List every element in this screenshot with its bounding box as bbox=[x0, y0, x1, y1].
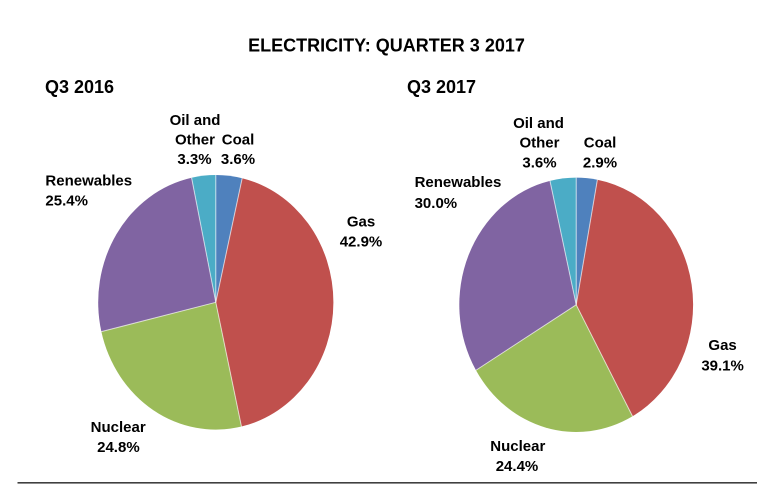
svg-text:Q3 2017: Q3 2017 bbox=[407, 77, 476, 97]
svg-text:Renewables: Renewables bbox=[45, 173, 132, 190]
svg-text:Gas: Gas bbox=[347, 213, 375, 230]
svg-text:24.8%: 24.8% bbox=[97, 439, 140, 456]
svg-text:Renewables: Renewables bbox=[415, 174, 502, 191]
svg-text:2.9%: 2.9% bbox=[583, 155, 617, 172]
svg-text:39.1%: 39.1% bbox=[701, 358, 744, 375]
svg-text:Q3 2016: Q3 2016 bbox=[45, 77, 114, 97]
svg-text:Nuclear: Nuclear bbox=[490, 438, 545, 455]
svg-text:Other: Other bbox=[519, 135, 559, 152]
svg-text:24.4%: 24.4% bbox=[496, 458, 539, 475]
svg-text:3.3%: 3.3% bbox=[177, 151, 211, 168]
svg-text:Coal: Coal bbox=[584, 135, 617, 152]
svg-text:Other: Other bbox=[175, 132, 215, 149]
svg-text:Oil and: Oil and bbox=[513, 115, 564, 132]
svg-text:3.6%: 3.6% bbox=[522, 155, 556, 172]
svg-text:Coal: Coal bbox=[222, 132, 255, 149]
svg-text:25.4%: 25.4% bbox=[45, 193, 88, 210]
svg-text:30.0%: 30.0% bbox=[415, 195, 458, 212]
svg-text:42.9%: 42.9% bbox=[340, 233, 383, 250]
svg-text:3.6%: 3.6% bbox=[221, 151, 255, 168]
svg-text:Nuclear: Nuclear bbox=[91, 419, 146, 436]
svg-text:Oil and: Oil and bbox=[170, 112, 221, 129]
svg-text:Gas: Gas bbox=[708, 337, 736, 354]
svg-text:ELECTRICITY: QUARTER 3 2017: ELECTRICITY: QUARTER 3 2017 bbox=[248, 36, 525, 56]
